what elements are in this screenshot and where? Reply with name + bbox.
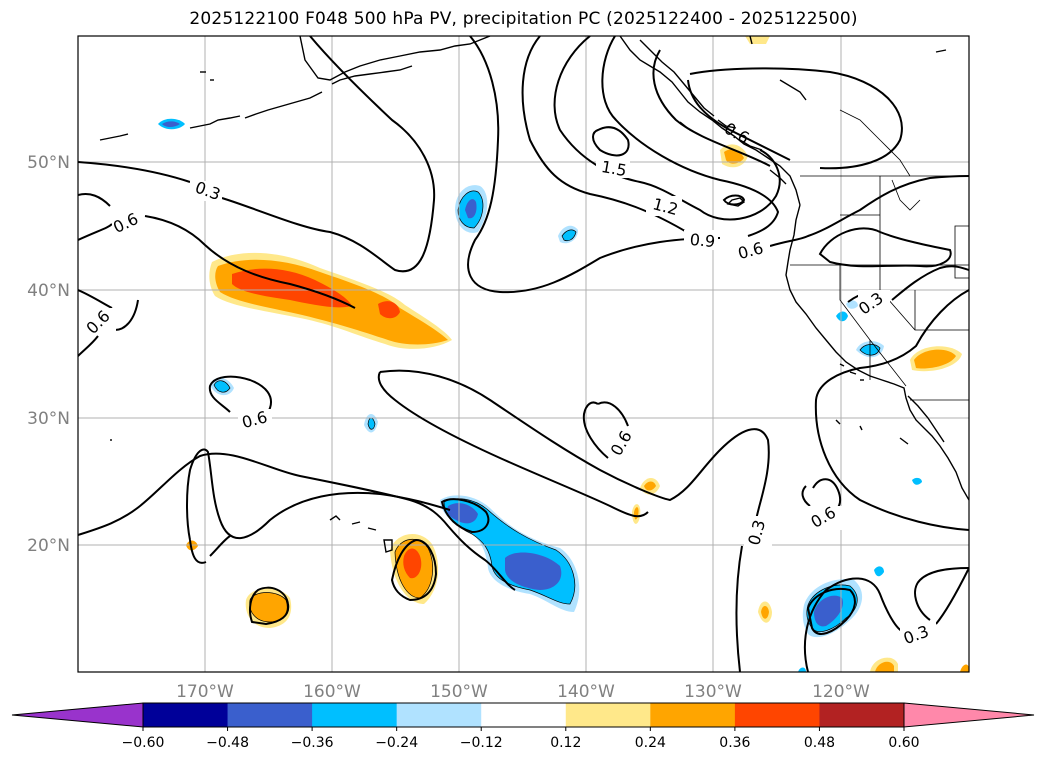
colorbar-tick-label: −0.60 (122, 735, 165, 751)
latitude-labels: 50°N 40°N 30°N 20°N (27, 153, 70, 556)
lon-label: 150°W (430, 682, 488, 702)
pv-contour-labels: 0.3 0.6 0.6 0.6 1.5 1.2 0.9 0.6 0.3 0.6 … (82, 119, 936, 648)
lon-label: 140°W (557, 682, 615, 702)
colorbar-segment (312, 703, 398, 727)
colorbar-frame (142, 702, 905, 728)
longitude-labels: 170°W 160°W 150°W 140°W 130°W 120°W (176, 682, 870, 702)
colorbar-segment (650, 703, 736, 727)
lat-label: 20°N (27, 536, 70, 556)
precip-fills (158, 36, 969, 672)
lat-label: 50°N (27, 153, 70, 173)
colorbar-tick-label: 0.36 (719, 735, 750, 751)
colorbar-tick-label: 0.60 (888, 735, 919, 751)
colorbar-segment (396, 703, 482, 727)
lon-label: 170°W (176, 682, 234, 702)
colorbar-tick-label: −0.36 (291, 735, 334, 751)
colorbar-segment (565, 703, 651, 727)
colorbar-tick-label: 0.24 (635, 735, 666, 751)
lon-label: 130°W (684, 682, 742, 702)
map-frame (77, 35, 970, 673)
colorbar-extend-max (903, 702, 1035, 728)
pv-label-0.9: 0.9 (689, 230, 716, 251)
map-area: 0.3 0.6 0.6 0.6 1.5 1.2 0.9 0.6 0.3 0.6 … (78, 36, 969, 672)
colorbar-segment (734, 703, 820, 727)
map-title: 2025122100 F048 500 hPa PV, precipitatio… (189, 9, 858, 29)
colorbar-segment (227, 703, 313, 727)
pv-label-0.6-cascade: 0.6 (721, 119, 753, 148)
colorbar-segment (819, 703, 905, 727)
pv-label-1.5: 1.5 (600, 157, 628, 180)
colorbar-tick-label: −0.24 (375, 735, 418, 751)
lat-label: 40°N (27, 281, 70, 301)
lat-label: 30°N (27, 409, 70, 429)
colorbar-extend-min (11, 702, 144, 728)
colorbar: −0.60 −0.48 −0.36 −0.24 −0.12 0.12 0.24 0.36 0.4… (11, 702, 1035, 751)
colorbar-tick-label: 0.48 (804, 735, 835, 751)
lon-label: 160°W (303, 682, 361, 702)
pv-contours (78, 36, 969, 672)
lon-label: 120°W (812, 682, 870, 702)
colorbar-tick-label: −0.12 (460, 735, 503, 751)
colorbar-segment (143, 703, 229, 727)
colorbar-tick-label: 0.12 (550, 735, 581, 751)
colorbar-segment (481, 703, 567, 727)
colorbar-tick-label: −0.48 (206, 735, 249, 751)
coastlines (99, 36, 969, 553)
